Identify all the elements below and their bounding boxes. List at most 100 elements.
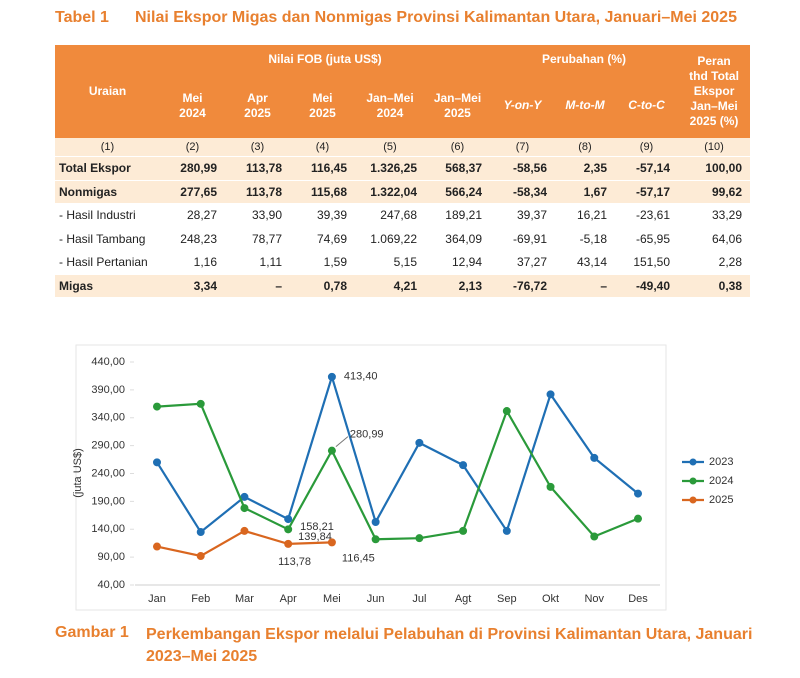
table-cell: 99,62 [678,180,751,204]
table-cell: 64,06 [678,227,751,251]
header-row: Uraian Nilai FOB (juta US$) Perubahan (%) P… [55,45,751,138]
table-cell: 189,21 [425,203,490,228]
x-tick-label: Agt [455,593,472,605]
header-cell: Uraian [55,45,160,138]
data-point [634,514,642,523]
data-point [196,399,205,408]
x-tick-label: Jan [148,593,166,605]
data-point [240,504,249,513]
data-point [327,446,336,455]
data-label: 280,99 [350,429,384,441]
table-cell: 248,23 [160,227,225,251]
table-label: Tabel 1 [55,9,109,26]
table-cell: 568,37 [425,156,490,181]
y-tick-label: 190,00 [91,495,125,507]
table-cell: 43,14 [555,250,615,275]
number-cell: (5) [355,138,425,157]
table-cell: – [225,274,290,298]
table-cell: -57,17 [615,180,679,204]
x-tick-label: Mar [235,593,254,605]
number-cell: (9) [615,138,679,157]
x-tick-label: Jul [412,593,426,605]
number-cell: (1) [55,138,160,157]
legend-marker [689,477,697,485]
table-cell: 280,99 [160,156,225,181]
data-point [153,458,161,467]
data-point [284,525,293,534]
data-label: 116,45 [342,552,375,564]
table-cell: 115,68 [290,180,355,204]
table-cell: – [555,274,615,298]
caption-label: Gambar 1 [55,624,129,641]
data-point [371,518,380,527]
x-tick-label: Sep [497,593,517,605]
data-point [284,515,293,524]
export-table: Uraian Nilai FOB (juta US$) Perubahan (%) P… [55,45,751,298]
caption-text: Perkembangan Ekspor melalui Pelabuhan di… [146,626,753,665]
table-row: Total Ekspor 280,99 113,78 116,45 1.326,25 56… [55,156,751,181]
header-cell: Mei 2024 [160,73,225,138]
data-point [196,552,205,561]
y-tick-label: 40,00 [97,579,125,591]
table-cell: 39,37 [490,203,555,228]
table-cell: -5,18 [555,227,615,251]
header-cell: Perubahan (%) [490,45,679,73]
table-cell: -58,56 [490,156,555,181]
table-cell: Total Ekspor [55,156,160,181]
table-cell: 37,27 [490,250,555,275]
data-point [196,528,205,537]
table-cell: 16,21 [555,203,615,228]
table-cell: 151,50 [615,250,679,275]
number-cell: (4) [290,138,355,157]
series-line [156,402,639,541]
x-tick-label: Feb [191,593,210,605]
data-point [415,534,424,543]
y-tick-label: 390,00 [91,384,125,396]
table-cell: - Hasil Tambang [55,227,160,251]
leader-line [335,436,349,448]
y-tick-label: 90,00 [97,551,125,563]
header-cell: M-to-M [555,73,615,138]
data-point [153,402,161,411]
data-point [371,535,380,544]
table-cell: 1,67 [555,180,615,204]
table-cell: 39,39 [290,203,355,228]
data-point [634,489,642,498]
table-cell: -58,34 [490,180,555,204]
table-cell: - Hasil Pertanian [55,250,160,275]
table-cell: Migas [55,274,160,298]
table-cell: 2,35 [555,156,615,181]
table-cell: 100,00 [678,156,751,181]
table-cell: 0,78 [290,274,355,298]
table-cell: -57,14 [615,156,679,181]
header-cell: Y-on-Y [490,73,555,138]
data-point [502,526,511,535]
number-row: (1) (2) (3) (4) (5) (6) (7) (8) (9) (10) [55,138,751,157]
table-cell: 2,13 [425,274,490,298]
chart-frame [75,344,667,611]
legend-label: 2024 [709,475,733,487]
x-tick-label: Apr [280,593,297,605]
data-point [327,538,336,547]
header-cell: Apr 2025 [225,73,290,138]
x-tick-label: Nov [584,593,604,605]
x-tick-label: Des [628,593,648,605]
legend-marker [689,458,697,466]
data-point [459,526,468,535]
header-cell: C-to-C [615,73,679,138]
table-cell: 5,15 [355,250,425,275]
table-cell: 33,29 [678,203,751,228]
data-point [502,407,511,416]
legend-label: 2023 [709,456,733,468]
data-label: 158,21 [300,521,334,533]
data-point [327,372,336,381]
y-tick-label: 440,00 [91,356,125,368]
table-cell: 4,21 [355,274,425,298]
data-point [284,539,293,548]
table-cell: 1,16 [160,250,225,275]
x-tick-label: Mei [323,593,341,605]
table-cell: -65,95 [615,227,679,251]
table-cell: 116,45 [290,156,355,181]
table-cell: 1.069,22 [355,227,425,251]
